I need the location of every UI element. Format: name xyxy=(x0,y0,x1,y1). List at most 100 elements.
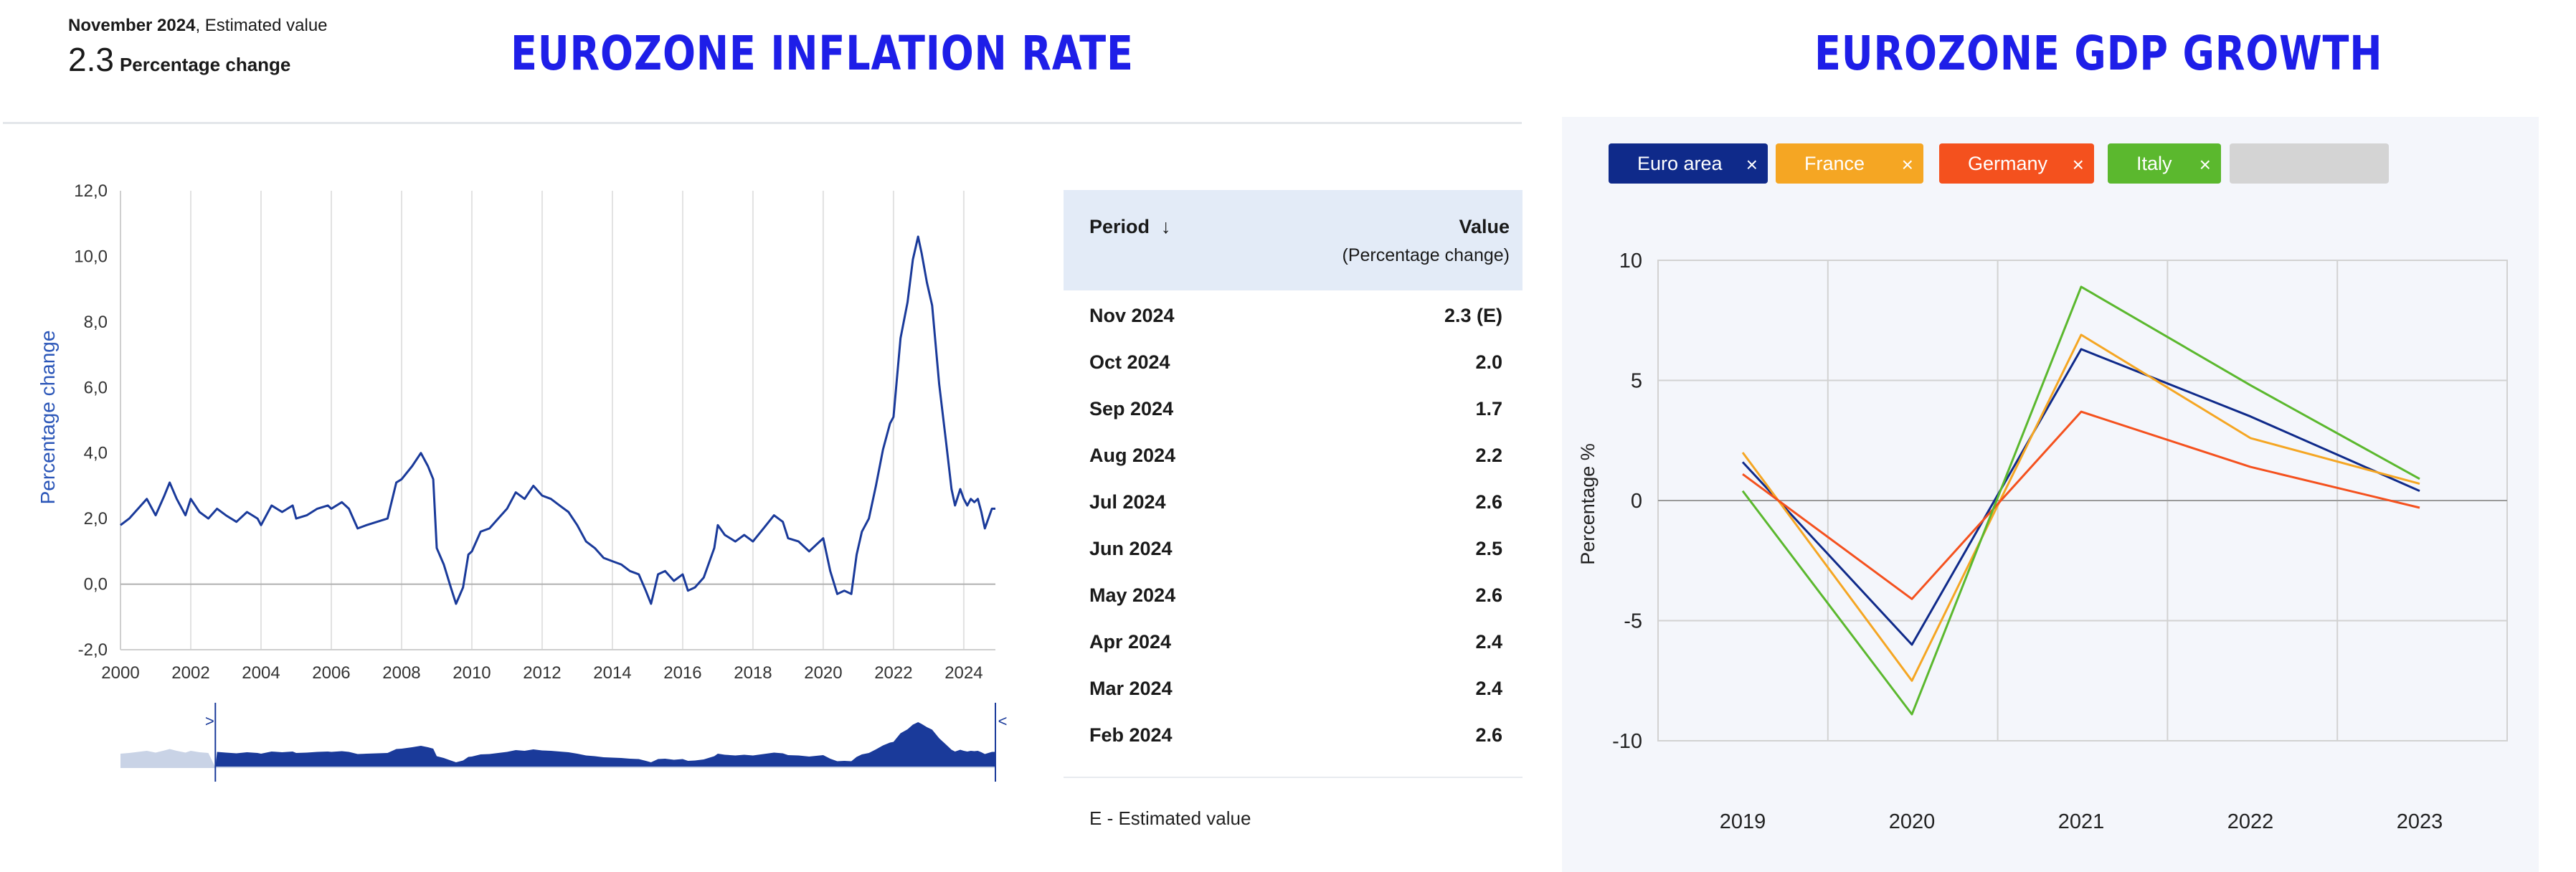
row-period: Sep 2024 xyxy=(1089,398,1174,420)
table-row: Jun 2024 2.5 xyxy=(1064,525,1523,572)
close-icon[interactable]: × xyxy=(2199,153,2211,176)
headline-value: 2.3 xyxy=(68,41,114,78)
gdp-series-line-italy xyxy=(1741,285,2420,716)
headline-unit: Percentage change xyxy=(119,54,291,75)
table-row: Apr 2024 2.4 xyxy=(1064,618,1523,665)
data-table: Period ↓ Value (Percentage change) Nov 202… xyxy=(1064,190,1523,758)
series-chip-empty[interactable] xyxy=(2230,143,2389,184)
row-value: 1.7 xyxy=(1475,398,1502,420)
y-tick-label: 4,0 xyxy=(84,444,108,463)
headline-period-date: November 2024 xyxy=(68,16,196,35)
gdp-x-tick-label: 2020 xyxy=(1889,810,1936,833)
x-tick-label: 2018 xyxy=(734,663,772,683)
x-tick-label: 2020 xyxy=(804,663,842,683)
close-icon[interactable]: × xyxy=(1746,153,1758,176)
y-tick-label: 0,0 xyxy=(84,575,108,594)
gdp-chart: 10 5 0 -5 -10 2019 2020 2021 2022 2023 Percentag… xyxy=(1577,250,2508,833)
x-tick-label: 2016 xyxy=(663,663,701,683)
chevron-icon[interactable]: > xyxy=(205,712,214,730)
inflation-series-line xyxy=(120,235,995,605)
gdp-series-line-france xyxy=(1741,333,2420,682)
row-period: May 2024 xyxy=(1089,584,1176,606)
close-icon[interactable]: × xyxy=(1901,153,1913,176)
value-column-header: Value (Percentage change) xyxy=(1343,216,1510,266)
gdp-x-tick-label: 2023 xyxy=(2397,810,2443,833)
gdp-series-line-euro-area xyxy=(1741,348,2420,646)
sort-down-icon[interactable]: ↓ xyxy=(1161,216,1171,237)
series-chip-germany[interactable]: Germany × xyxy=(1939,143,2094,184)
navigator-area-unselected xyxy=(120,749,216,767)
x-tick-label: 2024 xyxy=(944,663,982,683)
row-value: 2.4 xyxy=(1475,631,1502,653)
table-row: Jul 2024 2.6 xyxy=(1064,478,1523,525)
gdp-x-tick-label: 2022 xyxy=(2227,810,2274,833)
row-value: 2.0 xyxy=(1475,351,1502,373)
row-period: Aug 2024 xyxy=(1089,445,1176,466)
chip-label: Germany xyxy=(1968,153,2048,174)
headline-value-block: 2.3 Percentage change xyxy=(68,40,290,79)
value-header-sub: (Percentage change) xyxy=(1342,245,1510,265)
table-row: Nov 2024 2.3 (E) xyxy=(1064,292,1523,338)
row-value: 2.6 xyxy=(1475,724,1502,746)
y-tick-label: -2,0 xyxy=(78,640,108,660)
value-header-label: Value xyxy=(1459,216,1510,237)
row-value: 2.3 (E) xyxy=(1444,305,1502,326)
table-row: Aug 2024 2.2 xyxy=(1064,432,1523,478)
chip-label: Italy xyxy=(2136,153,2172,174)
table-row: Oct 2024 2.0 xyxy=(1064,338,1523,385)
navigator-area-selected xyxy=(215,722,995,767)
headline-period: November 2024, Estimated value xyxy=(68,16,328,36)
x-tick-label: 2008 xyxy=(382,663,420,683)
x-tick-label: 2000 xyxy=(101,663,139,683)
table-header: Period ↓ Value (Percentage change) xyxy=(1064,190,1523,290)
row-value: 2.5 xyxy=(1475,538,1502,559)
gdp-x-tick-label: 2021 xyxy=(2058,810,2105,833)
row-period: Apr 2024 xyxy=(1089,631,1172,653)
row-period: Mar 2024 xyxy=(1089,678,1173,699)
x-tick-label: 2004 xyxy=(242,663,280,683)
row-period: Jul 2024 xyxy=(1089,491,1166,513)
gdp-panel: Euro area × France × Germany × Italy × 10 5 0 -5 -1… xyxy=(1562,117,2539,872)
row-period: Jun 2024 xyxy=(1089,538,1173,559)
inflation-title: EUROZONE INFLATION RATE xyxy=(511,26,1134,81)
row-value: 2.4 xyxy=(1475,678,1502,699)
table-row: May 2024 2.6 xyxy=(1064,572,1523,618)
row-period: Oct 2024 xyxy=(1089,351,1170,373)
x-tick-label: 2022 xyxy=(874,663,912,683)
table-row: Mar 2024 2.4 xyxy=(1064,665,1523,711)
x-tick-label: 2012 xyxy=(523,663,561,683)
table-row: Sep 2024 1.7 xyxy=(1064,385,1523,432)
gdp-y-tick-label: 10 xyxy=(1619,250,1642,272)
gdp-y-tick-label: -10 xyxy=(1612,730,1642,753)
gdp-x-tick-label: 2019 xyxy=(1720,810,1766,833)
gdp-title: EUROZONE GDP GROWTH xyxy=(1814,26,2383,81)
gdp-series-line-germany xyxy=(1742,410,2420,600)
row-value: 2.2 xyxy=(1475,445,1502,466)
header-divider xyxy=(3,122,1522,124)
chip-label: France xyxy=(1804,153,1865,174)
x-tick-label: 2010 xyxy=(453,663,491,683)
close-icon[interactable]: × xyxy=(2072,153,2084,176)
x-tick-label: 2002 xyxy=(171,663,209,683)
gdp-y-tick-label: 0 xyxy=(1631,490,1642,513)
headline-note: , Estimated value xyxy=(195,16,328,35)
row-period: Nov 2024 xyxy=(1089,305,1175,326)
inflation-chart: -2,0 0,0 2,0 4,0 6,0 8,0 10,0 12,0 2000 2002 2004… xyxy=(37,181,1007,782)
inflation-y-axis-label: Percentage change xyxy=(37,331,59,505)
series-chip-italy[interactable]: Italy × xyxy=(2108,143,2221,184)
row-value: 2.6 xyxy=(1475,491,1502,513)
y-tick-label: 6,0 xyxy=(84,378,108,397)
table-body: Nov 2024 2.3 (E) Oct 2024 2.0 Sep 2024 1.7 Aug… xyxy=(1064,290,1523,758)
x-tick-label: 2006 xyxy=(312,663,350,683)
x-tick-label: 2014 xyxy=(593,663,631,683)
table-row: Feb 2024 2.6 xyxy=(1064,711,1523,758)
chevron-icon[interactable]: < xyxy=(998,712,1008,730)
series-chip-france[interactable]: France × xyxy=(1776,143,1923,184)
table-footnote: E - Estimated value xyxy=(1089,807,1251,829)
period-column-header[interactable]: Period ↓ xyxy=(1089,216,1171,238)
period-header-label: Period xyxy=(1089,216,1150,237)
range-navigator[interactable]: > < xyxy=(120,703,1007,782)
y-tick-label: 8,0 xyxy=(84,313,108,332)
series-chip-euro-area[interactable]: Euro area × xyxy=(1609,143,1768,184)
chip-label: Euro area xyxy=(1637,153,1723,174)
